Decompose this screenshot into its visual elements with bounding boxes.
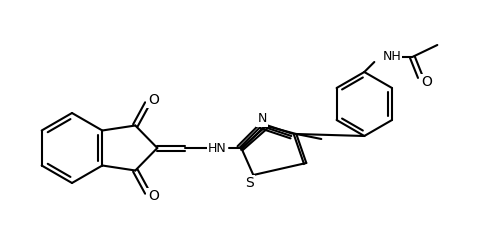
Text: NH: NH	[382, 51, 401, 63]
Text: O: O	[148, 189, 159, 204]
Text: O: O	[148, 93, 159, 106]
Text: N: N	[257, 113, 267, 125]
Text: HN: HN	[208, 142, 227, 155]
Text: O: O	[421, 75, 432, 89]
Text: S: S	[245, 176, 253, 190]
